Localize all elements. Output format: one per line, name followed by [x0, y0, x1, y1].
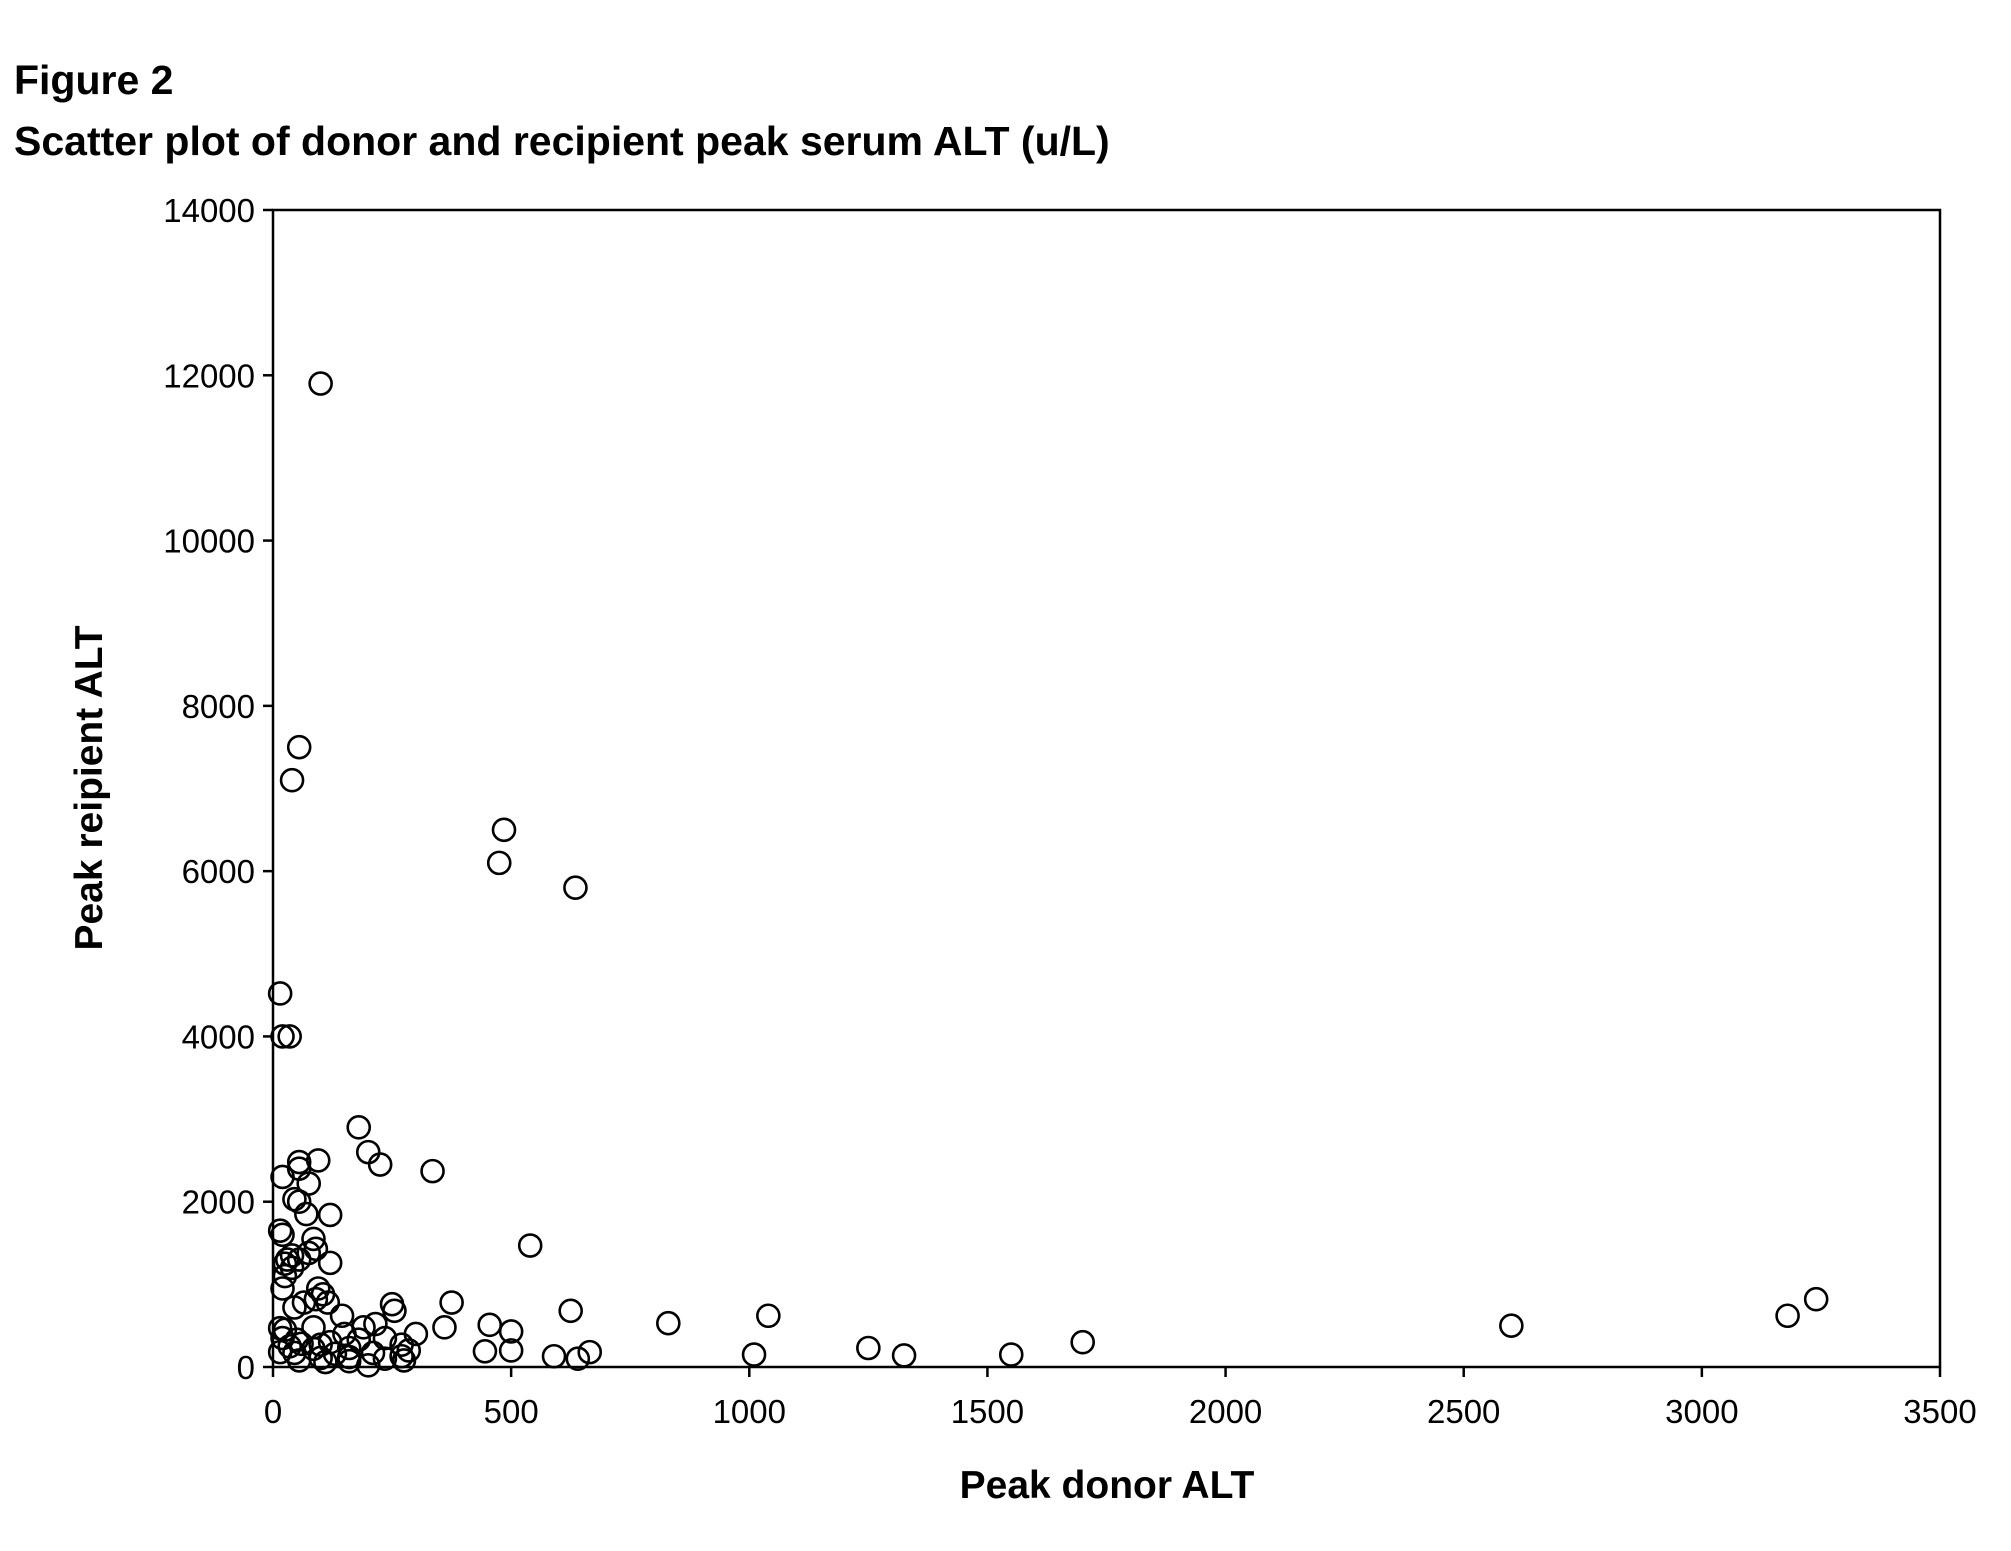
x-tick-label: 3000	[1665, 1393, 1738, 1430]
data-point	[317, 1250, 343, 1276]
data-point	[286, 734, 312, 760]
data-point	[856, 1335, 881, 1361]
x-tick-label: 2500	[1427, 1393, 1500, 1430]
data-point	[372, 1346, 398, 1372]
y-tick-label: 12000	[163, 357, 255, 394]
figure-label: Figure 2	[14, 57, 174, 103]
data-point	[355, 1139, 381, 1165]
data-point	[491, 817, 517, 843]
y-tick-label: 14000	[163, 192, 255, 229]
y-tick-label: 6000	[182, 853, 255, 890]
y-tick-label: 0	[237, 1349, 255, 1386]
data-point	[315, 1290, 341, 1315]
data-point	[360, 1340, 386, 1366]
y-tick-label: 2000	[182, 1184, 255, 1221]
data-point	[313, 1349, 338, 1375]
x-tick-label: 1500	[951, 1393, 1024, 1430]
y-axis-title: Peak reipient ALT	[68, 625, 111, 950]
data-point	[294, 1201, 319, 1227]
data-point	[367, 1152, 393, 1177]
data-point	[267, 981, 293, 1006]
data-point	[303, 1286, 329, 1312]
data-point	[355, 1353, 381, 1378]
data-point	[1803, 1286, 1829, 1312]
data-points	[267, 371, 1829, 1378]
data-point	[477, 1312, 503, 1338]
data-point	[563, 875, 588, 900]
data-point	[558, 1298, 583, 1324]
x-axis-ticks: 0 500 1000 1500 2000 2500 3000 3500	[264, 1367, 1977, 1430]
data-point	[498, 1338, 524, 1363]
data-point	[756, 1303, 781, 1329]
x-tick-label: 0	[264, 1393, 282, 1430]
figure-title: Scatter plot of donor and recipient peak…	[14, 118, 1110, 164]
data-point	[541, 1343, 567, 1369]
data-point	[389, 1343, 414, 1369]
y-axis-ticks: 0 2000 4000 6000 8000 10000 12000 14000	[163, 192, 273, 1386]
data-point	[267, 1218, 293, 1243]
data-point	[270, 1276, 295, 1301]
data-point	[1499, 1313, 1524, 1338]
data-point	[577, 1339, 603, 1365]
data-point	[336, 1348, 362, 1374]
data-point	[517, 1233, 543, 1258]
data-point	[282, 1295, 307, 1320]
data-point	[998, 1342, 1024, 1367]
data-point	[329, 1303, 355, 1329]
data-point	[272, 1263, 298, 1289]
data-point	[301, 1226, 326, 1252]
data-point	[372, 1325, 398, 1351]
data-point	[279, 1255, 305, 1281]
x-tick-label: 1000	[713, 1393, 786, 1430]
data-point	[317, 1202, 343, 1228]
data-point	[1775, 1303, 1800, 1329]
data-point	[286, 1247, 312, 1272]
data-point	[439, 1290, 464, 1315]
data-point	[432, 1315, 457, 1340]
data-point	[472, 1338, 498, 1364]
data-point	[498, 1319, 524, 1344]
data-point	[308, 371, 333, 396]
data-point	[270, 1164, 295, 1190]
data-point	[420, 1158, 445, 1184]
data-point	[656, 1310, 681, 1336]
x-tick-label: 3500	[1903, 1393, 1976, 1430]
data-point	[279, 767, 305, 793]
data-point	[565, 1346, 591, 1372]
y-tick-label: 10000	[163, 523, 255, 560]
x-tick-label: 500	[484, 1393, 539, 1430]
data-point	[346, 1115, 372, 1140]
data-point	[1070, 1329, 1095, 1355]
data-point	[891, 1343, 917, 1368]
plot-frame	[271, 208, 1942, 1369]
y-tick-label: 4000	[182, 1018, 255, 1055]
data-point	[336, 1335, 362, 1361]
x-tick-label: 2000	[1189, 1393, 1262, 1430]
data-point	[277, 1024, 302, 1049]
data-point	[741, 1342, 767, 1367]
data-point	[389, 1332, 414, 1357]
data-point	[286, 1189, 312, 1215]
data-point	[486, 850, 512, 876]
y-tick-label: 8000	[182, 688, 255, 725]
data-point	[286, 1348, 312, 1373]
data-point	[391, 1348, 417, 1373]
data-point	[332, 1321, 357, 1347]
data-point	[286, 1149, 312, 1175]
data-point	[270, 1222, 295, 1248]
x-axis-title: Peak donor ALT	[960, 1464, 1255, 1507]
data-point	[382, 1298, 407, 1324]
data-point	[270, 1024, 295, 1049]
